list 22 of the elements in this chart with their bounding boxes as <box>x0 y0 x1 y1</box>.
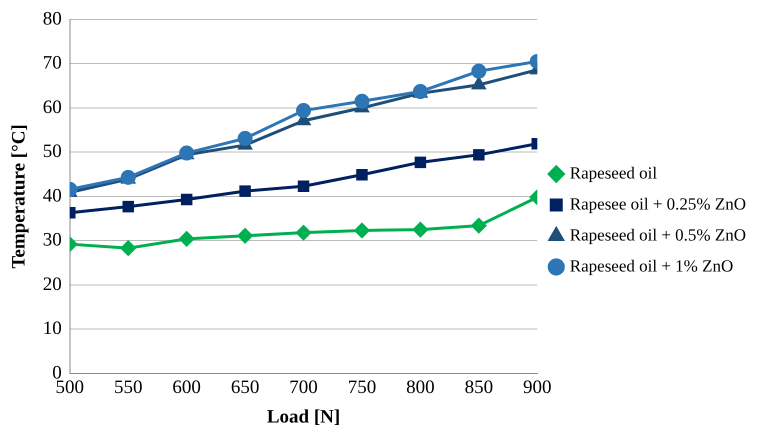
x-tick-label: 550 <box>114 376 142 398</box>
legend-label: Rapeseed oil <box>570 163 658 182</box>
x-tick-label: 750 <box>348 376 376 398</box>
y-tick-label: 30 <box>42 230 62 251</box>
legend-label: Rapeseed oil + 0.5% ZnO <box>570 225 746 244</box>
legend-label: Rapesee oil + 0.25% ZnO <box>570 194 746 214</box>
x-tick-label: 900 <box>523 376 552 398</box>
y-tick-label: 20 <box>42 274 62 295</box>
y-tick-label: 50 <box>42 141 62 162</box>
x-tick-label: 850 <box>464 376 494 398</box>
x-tick-label: 800 <box>406 376 435 398</box>
y-tick-label: 40 <box>42 185 62 206</box>
legend-label: Rapeseed oil + 1% ZnO <box>570 256 734 276</box>
x-tick-label: 600 <box>172 376 201 398</box>
x-axis-title: Load [N] <box>266 406 340 428</box>
y-tick-label: 80 <box>42 8 62 30</box>
y-axis-title: Temperature [°C] <box>8 124 30 269</box>
y-tick-label: 70 <box>42 52 62 74</box>
y-tick-label: 60 <box>42 96 62 118</box>
y-tick-label: 10 <box>42 318 62 340</box>
x-tick-label: 700 <box>289 376 318 398</box>
x-tick-label: 650 <box>230 376 260 398</box>
